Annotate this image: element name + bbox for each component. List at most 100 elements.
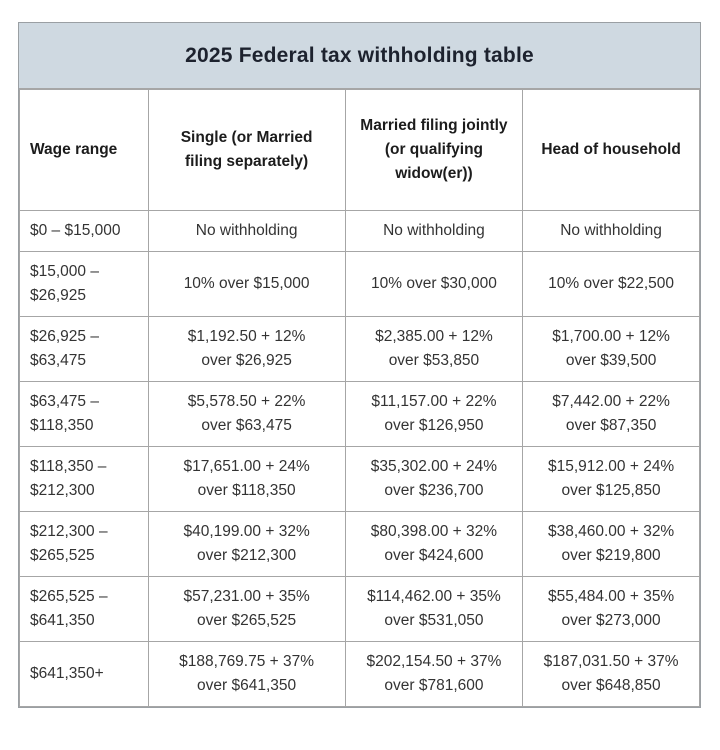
cell-line: $265,525 – [30, 588, 108, 606]
cell-line: over $781,600 [384, 677, 484, 695]
cell-line: $11,157.00 + 22% [371, 393, 497, 411]
cell-line: $38,460.00 + 32% [547, 523, 675, 541]
table-cell: $38,460.00 + 32% over $219,800 [522, 511, 700, 578]
cell-line: over $236,700 [384, 482, 484, 500]
table-cell: $265,525 – $641,350 [19, 576, 149, 643]
cell-line: $7,442.00 + 22% [552, 393, 670, 411]
withholding-table: 2025 Federal tax withholding table Wage … [18, 22, 701, 709]
cell-line: No withholding [560, 222, 662, 240]
table-row: $0 – $15,000 No withholding No withholding… [19, 210, 700, 253]
cell-line: $26,925 – [30, 328, 99, 346]
cell-line: over $265,525 [197, 612, 297, 630]
cell-line: No withholding [383, 222, 485, 240]
cell-line: $35,302.00 + 24% [370, 458, 498, 476]
cell-line: over $531,050 [384, 612, 484, 630]
table-cell: $17,651.00 + 24% over $118,350 [147, 446, 346, 513]
cell-line: Head of household [541, 141, 681, 159]
table-cell: $15,912.00 + 24% over $125,850 [522, 446, 700, 513]
cell-line: $2,385.00 + 12% [375, 328, 493, 346]
cell-line: $212,300 – [30, 523, 108, 541]
table-cell: $2,385.00 + 12% over $53,850 [344, 316, 524, 383]
table-title: 2025 Federal tax withholding table [19, 23, 700, 89]
table-row: $118,350 – $212,300 $17,651.00 + 24% over $… [19, 446, 700, 513]
cell-line: over $648,850 [561, 677, 661, 695]
cell-line: Married filing jointly [360, 117, 508, 134]
cell-line: $63,475 [30, 352, 87, 370]
cell-line: $202,154.50 + 37% [366, 653, 502, 671]
table-row: $15,000 – $26,925 10% over $15,000 10% over… [19, 251, 700, 318]
table-cell: $114,462.00 + 35% over $531,050 [344, 576, 524, 643]
table-cell: $202,154.50 + 37% over $781,600 [344, 641, 524, 708]
table-cell: $0 – $15,000 [19, 210, 149, 253]
cell-line: over $126,950 [384, 417, 484, 435]
cell-line: $5,578.50 + 22% [187, 393, 306, 411]
cell-line: 10% over $22,500 [548, 275, 674, 293]
cell-line: No withholding [195, 222, 298, 240]
column-header: Married filing jointly (or qualifying wido… [344, 88, 524, 212]
header-row: Wage range Single (or Married filing separ… [19, 88, 700, 212]
cell-line: $0 – $15,000 [30, 222, 121, 240]
cell-line: $641,350+ [30, 665, 104, 683]
cell-line: over $424,600 [384, 547, 484, 565]
table-cell: No withholding [344, 210, 524, 253]
cell-line: $1,700.00 + 12% [552, 328, 670, 346]
table-cell: $63,475 – $118,350 [19, 381, 149, 448]
table-cell: $187,031.50 + 37% over $648,850 [522, 641, 700, 708]
cell-line: $187,031.50 + 37% [543, 653, 679, 671]
table-cell: $1,700.00 + 12% over $39,500 [522, 316, 700, 383]
cell-line: over $26,925 [201, 352, 292, 370]
table-cell: $1,192.50 + 12% over $26,925 [147, 316, 346, 383]
cell-line: $40,199.00 + 32% [183, 523, 310, 541]
cell-line: 10% over $30,000 [371, 275, 497, 293]
cell-line: $212,300 [30, 482, 95, 500]
cell-line: widow(er)) [395, 165, 473, 183]
cell-line: over $219,800 [561, 547, 661, 565]
table-cell: $11,157.00 + 22% over $126,950 [344, 381, 524, 448]
table-cell: $188,769.75 + 37% over $641,350 [147, 641, 346, 708]
table-cell: 10% over $22,500 [522, 251, 700, 318]
column-header: Wage range [19, 88, 149, 212]
column-header: Head of household [522, 88, 700, 212]
table-cell: $641,350+ [19, 641, 149, 708]
table-cell: $212,300 – $265,525 [19, 511, 149, 578]
cell-line: $1,192.50 + 12% [187, 328, 306, 346]
cell-line: $80,398.00 + 32% [370, 523, 498, 541]
cell-line: $118,350 [30, 417, 94, 435]
cell-line: over $63,475 [201, 417, 292, 435]
table-cell: $7,442.00 + 22% over $87,350 [522, 381, 700, 448]
cell-line: $15,912.00 + 24% [547, 458, 675, 476]
table-cell: $40,199.00 + 32% over $212,300 [147, 511, 346, 578]
cell-line: over $118,350 [197, 482, 296, 500]
table-cell: 10% over $30,000 [344, 251, 524, 318]
table-row: $26,925 – $63,475 $1,192.50 + 12% over $26,… [19, 316, 700, 383]
column-header: Single (or Married filing separately) [147, 88, 346, 212]
table-cell: $80,398.00 + 32% over $424,600 [344, 511, 524, 578]
table-row: $212,300 – $265,525 $40,199.00 + 32% over $… [19, 511, 700, 578]
table-cell: $15,000 – $26,925 [19, 251, 149, 318]
table-cell: $55,484.00 + 35% over $273,000 [522, 576, 700, 643]
table-cell: $26,925 – $63,475 [19, 316, 149, 383]
cell-line: $26,925 [30, 287, 87, 305]
table-cell: $57,231.00 + 35% over $265,525 [147, 576, 346, 643]
cell-line: Single (or Married [180, 129, 313, 146]
cell-line: $55,484.00 + 35% [547, 588, 675, 606]
cell-line: $641,350 [30, 612, 95, 630]
cell-line: $188,769.75 + 37% [179, 653, 315, 671]
table-cell: No withholding [147, 210, 346, 253]
cell-line: $63,475 – [30, 393, 99, 411]
cell-line: (or qualifying [384, 141, 484, 159]
cell-line: $17,651.00 + 24% [183, 458, 310, 476]
table-cell: $118,350 – $212,300 [19, 446, 149, 513]
table-cell: 10% over $15,000 [147, 251, 346, 318]
cell-line: over $87,350 [565, 417, 657, 435]
cell-line: over $125,850 [561, 482, 661, 500]
cell-line: $57,231.00 + 35% [183, 588, 310, 606]
cell-line: over $212,300 [197, 547, 297, 565]
cell-line: 10% over $15,000 [183, 275, 310, 293]
cell-line: Wage range [30, 141, 118, 159]
table-row: $641,350+ $188,769.75 + 37% over $641,350 $… [19, 641, 700, 708]
cell-line: $265,525 [30, 547, 95, 565]
table-row: $63,475 – $118,350 $5,578.50 + 22% over $63… [19, 381, 700, 448]
cell-line: over $53,850 [388, 352, 480, 370]
